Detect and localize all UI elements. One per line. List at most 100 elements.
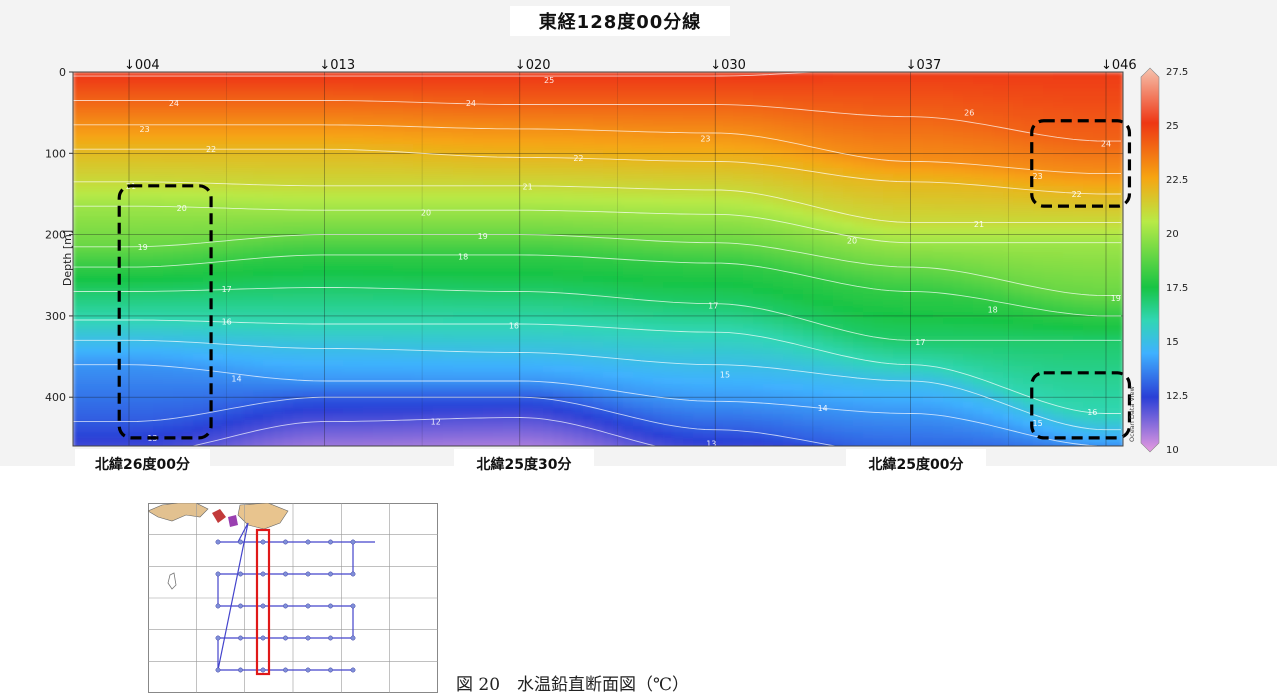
- heatmap-cell: [493, 246, 504, 253]
- heatmap-cell: [243, 240, 254, 247]
- heatmap-cell: [193, 216, 204, 223]
- heatmap-cell: [123, 168, 134, 175]
- heatmap-cell: [153, 198, 164, 205]
- heatmap-cell: [393, 96, 404, 103]
- heatmap-cell: [633, 240, 644, 247]
- heatmap-cell: [793, 372, 804, 379]
- heatmap-cell: [213, 354, 224, 361]
- heatmap-cell: [533, 156, 544, 163]
- heatmap-cell: [553, 384, 564, 391]
- heatmap-cell: [273, 396, 284, 403]
- heatmap-cell: [253, 330, 264, 337]
- heatmap-cell: [153, 84, 164, 91]
- heatmap-cell: [173, 438, 184, 445]
- heatmap-cell: [713, 78, 724, 85]
- heatmap-cell: [613, 324, 624, 331]
- heatmap-cell: [273, 78, 284, 85]
- heatmap-cell: [493, 204, 504, 211]
- heatmap-cell: [653, 318, 664, 325]
- heatmap-cell: [663, 378, 674, 385]
- heatmap-cell: [473, 390, 484, 397]
- heatmap-cell: [643, 216, 654, 223]
- heatmap-cell: [253, 360, 264, 367]
- heatmap-cell: [693, 198, 704, 205]
- heatmap-cell: [303, 324, 314, 331]
- heatmap-cell: [593, 330, 604, 337]
- heatmap-cell: [603, 120, 614, 127]
- heatmap-cell: [173, 408, 184, 415]
- heatmap-cell: [463, 348, 474, 355]
- heatmap-cell: [553, 264, 564, 271]
- heatmap-cell: [763, 438, 774, 445]
- heatmap-cell: [783, 432, 794, 439]
- heatmap-cell: [313, 114, 324, 121]
- heatmap-cell: [143, 348, 154, 355]
- heatmap-cell: [193, 78, 204, 85]
- heatmap-cell: [533, 192, 544, 199]
- heatmap-cell: [653, 102, 664, 109]
- heatmap-cell: [323, 348, 334, 355]
- heatmap-cell: [723, 282, 734, 289]
- heatmap-cell: [73, 366, 84, 373]
- heatmap-cell: [853, 144, 864, 151]
- heatmap-cell: [633, 426, 644, 433]
- heatmap-cell: [583, 156, 594, 163]
- heatmap-cell: [233, 396, 244, 403]
- heatmap-cell: [583, 444, 594, 446]
- heatmap-cell: [513, 318, 524, 325]
- heatmap-cell: [553, 216, 564, 223]
- heatmap-cell: [483, 210, 494, 217]
- heatmap-cell: [563, 396, 574, 403]
- heatmap-cell: [823, 276, 834, 283]
- heatmap-cell: [193, 330, 204, 337]
- heatmap-cell: [323, 246, 334, 253]
- heatmap-cell: [713, 258, 724, 265]
- heatmap-cell: [733, 342, 744, 349]
- heatmap-cell: [173, 192, 184, 199]
- heatmap-cell: [773, 180, 784, 187]
- heatmap-cell: [293, 258, 304, 265]
- heatmap-cell: [93, 318, 104, 325]
- heatmap-cell: [453, 132, 464, 139]
- heatmap-cell: [103, 126, 114, 133]
- heatmap-cell: [533, 420, 544, 427]
- heatmap-cell: [783, 186, 794, 193]
- heatmap-cell: [303, 234, 314, 241]
- heatmap-cell: [533, 372, 544, 379]
- heatmap-cell: [293, 210, 304, 217]
- heatmap-cell: [843, 168, 854, 175]
- heatmap-cell: [643, 78, 654, 85]
- heatmap-cell: [823, 420, 834, 427]
- heatmap-cell: [733, 324, 744, 331]
- heatmap-cell: [453, 384, 464, 391]
- heatmap-cell: [563, 234, 574, 241]
- heatmap-cell: [283, 132, 294, 139]
- heatmap-cell: [733, 432, 744, 439]
- heatmap-cell: [313, 354, 324, 361]
- heatmap-cell: [853, 402, 864, 409]
- heatmap-cell: [633, 252, 644, 259]
- heatmap-cell: [413, 210, 424, 217]
- heatmap-cell: [493, 114, 504, 121]
- heatmap-cell: [293, 390, 304, 397]
- heatmap-cell: [843, 294, 854, 301]
- heatmap-cell: [193, 114, 204, 121]
- heatmap-cell: [423, 78, 434, 85]
- heatmap-cell: [133, 108, 144, 115]
- heatmap-cell: [503, 396, 514, 403]
- heatmap-cell: [333, 426, 344, 433]
- heatmap-cell: [683, 144, 694, 151]
- heatmap-cell: [263, 120, 274, 127]
- heatmap-cell: [383, 384, 394, 391]
- heatmap-cell: [73, 414, 84, 421]
- heatmap-cell: [133, 348, 144, 355]
- heatmap-cell: [513, 402, 524, 409]
- heatmap-cell: [503, 336, 514, 343]
- heatmap-cell: [383, 132, 394, 139]
- heatmap-cell: [103, 396, 114, 403]
- heatmap-cell: [673, 306, 684, 313]
- heatmap-cell: [73, 168, 84, 175]
- heatmap-cell: [133, 234, 144, 241]
- heatmap-cell: [213, 420, 224, 427]
- heatmap-cell: [193, 168, 204, 175]
